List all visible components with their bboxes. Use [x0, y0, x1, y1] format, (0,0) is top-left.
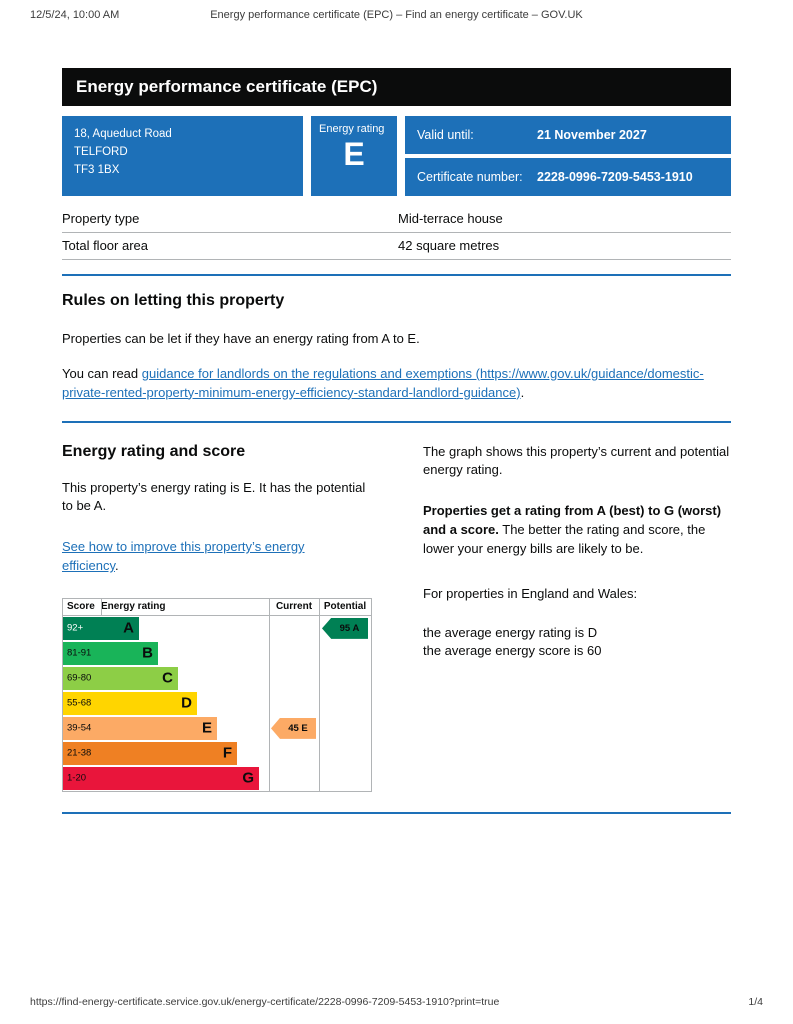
letting-heading: Rules on letting this property — [62, 292, 285, 309]
potential-rating-arrow: 95 A — [322, 617, 368, 639]
rating-explainer-rest: The better the rating and score, the low… — [423, 522, 706, 556]
epc-band-score: 69-80 — [67, 672, 92, 684]
print-footer-url: https://find-energy-certificate.service.… — [30, 996, 500, 1008]
epc-band-score: 21-38 — [67, 747, 92, 759]
epc-band-score: 92+ — [67, 622, 84, 634]
epc-band-bar-d: 55-68 D — [63, 691, 197, 715]
property-address: 18, Aqueduct Road TELFORD TF3 1BX — [62, 116, 303, 196]
epc-band-bar-f: 21-38 F — [63, 741, 237, 765]
current-rating-arrow: 45 E — [271, 717, 316, 739]
epc-band-letter: E — [201, 719, 212, 737]
chart-header-score: Score — [67, 601, 95, 613]
chart-gridline — [101, 598, 102, 616]
guidance-text-suffix: . — [520, 384, 525, 400]
averages-paragraph: the average energy rating is D the averag… — [423, 624, 731, 662]
chart-header-potential: Potential — [323, 601, 367, 613]
epc-banner: Energy performance certificate (EPC) — [62, 68, 731, 106]
potential-rating-value: 95 A — [339, 622, 360, 634]
chart-gridline — [269, 598, 270, 791]
section-divider — [62, 811, 731, 814]
epc-band-letter: B — [142, 644, 153, 662]
print-page-title: Energy performance certificate (EPC) – F… — [210, 9, 583, 21]
guidance-text-prefix: You can read — [62, 365, 142, 381]
address-line-1: 18, Aqueduct Road — [74, 128, 172, 140]
floor-area-label: Total floor area — [62, 238, 148, 253]
epc-band-letter: G — [242, 769, 254, 787]
epc-banner-title: Energy performance certificate (EPC) — [76, 77, 378, 96]
print-footer: https://find-energy-certificate.service.… — [30, 996, 763, 1008]
energy-rating-box: Energy rating E — [311, 116, 397, 196]
epc-chart: Score Energy rating Current Potential 92… — [62, 597, 372, 792]
certificate-page: Energy performance certificate (EPC) 18,… — [62, 68, 731, 814]
rating-left-column: Energy rating and score This property’s … — [62, 443, 402, 792]
energy-rating-label: Energy rating — [319, 123, 385, 135]
summary-panel: 18, Aqueduct Road TELFORD TF3 1BX Energy… — [62, 116, 731, 196]
address-line-3: TF3 1BX — [74, 163, 120, 176]
certificate-number-label: Certificate number: — [417, 170, 523, 184]
table-row: Total floor area 42 square metres — [62, 233, 731, 260]
rating-explainer-bold: Properties get a rating from A (best) to… — [423, 503, 722, 538]
epc-band-bar-g: 1-20 G — [63, 766, 259, 790]
property-details-table: Property type Mid-terrace house Total fl… — [62, 206, 731, 260]
rating-heading: Energy rating and score — [62, 442, 246, 460]
address-line-2: TELFORD — [74, 145, 128, 158]
chart-gridline — [319, 598, 320, 791]
chart-header-current: Current — [275, 601, 313, 613]
section-divider — [62, 274, 731, 276]
epc-band-row: 21-38 F — [63, 741, 371, 766]
epc-band-row: 69-80 C — [63, 666, 371, 691]
graph-description-paragraph: The graph shows this property’s current … — [423, 443, 730, 478]
epc-band-row: 92+ A — [63, 616, 371, 641]
rating-summary-paragraph: This property’s energy rating is E. It h… — [62, 479, 366, 514]
improve-efficiency-link[interactable]: See how to improve this property’s energ… — [62, 539, 305, 574]
floor-area-value: 42 square metres — [398, 238, 500, 253]
valid-until-box: Valid until: 21 November 2027 — [405, 116, 731, 154]
epc-band-score: 55-68 — [67, 697, 92, 709]
epc-band-score: 39-54 — [67, 722, 92, 734]
epc-band-letter: C — [162, 669, 173, 687]
section-divider — [62, 420, 731, 423]
rating-right-column: The graph shows this property’s current … — [423, 443, 731, 792]
epc-band-bar-c: 69-80 C — [63, 666, 178, 690]
epc-chart-header: Score Energy rating Current Potential — [63, 599, 371, 616]
epc-band-score: 81-91 — [67, 647, 92, 659]
epc-band-row: 81-91 B — [63, 641, 371, 666]
averages-intro-paragraph: For properties in England and Wales: — [423, 585, 638, 601]
rating-explainer-paragraph: Properties get a rating from A (best) to… — [423, 502, 731, 559]
epc-band-letter: D — [181, 694, 192, 712]
epc-band-score: 1-20 — [67, 772, 87, 784]
epc-band-bar-a: 92+ A — [63, 616, 139, 640]
property-type-value: Mid-terrace house — [398, 211, 503, 226]
epc-band-row: 1-20 G — [63, 766, 371, 791]
epc-band-letter: F — [222, 744, 232, 762]
epc-band-bar-b: 81-91 B — [63, 641, 158, 665]
landlord-guidance-link[interactable]: guidance for landlords on the regulation… — [62, 365, 704, 400]
average-rating-line: the average energy rating is D — [423, 624, 598, 640]
certificate-number-value: 2228-0996-7209-5453-1910 — [537, 170, 693, 184]
print-datetime: 12/5/24, 10:00 AM — [30, 9, 120, 21]
letting-guidance-paragraph: You can read guidance for landlords on t… — [62, 365, 731, 403]
print-page-number: 1/4 — [748, 996, 763, 1008]
letting-paragraph: Properties can be let if they have an en… — [62, 331, 420, 346]
table-row: Property type Mid-terrace house — [62, 206, 731, 233]
print-header: 12/5/24, 10:00 AM Energy performance cer… — [30, 9, 763, 21]
energy-rating-section: Energy rating and score This property’s … — [62, 443, 731, 792]
epc-band-row: 39-54 E — [63, 716, 371, 741]
chart-header-energy-rating: Energy rating — [101, 601, 166, 613]
current-rating-value: 45 E — [288, 722, 308, 734]
certificate-meta: Valid until: 21 November 2027 Certificat… — [405, 116, 731, 196]
epc-band-bar-e: 39-54 E — [63, 716, 217, 740]
energy-rating-value: E — [343, 136, 365, 172]
epc-bands: 92+ A 81-91 B 69-80 C 55-68 D 39-54 E 21-38 F 1-20 G — [63, 616, 371, 791]
certificate-number-box: Certificate number: 2228-0996-7209-5453-… — [405, 158, 731, 196]
average-score-line: the average energy score is 60 — [423, 643, 602, 659]
epc-band-row: 55-68 D — [63, 691, 371, 716]
improve-efficiency-suffix: . — [115, 558, 119, 574]
valid-until-value: 21 November 2027 — [537, 128, 647, 142]
epc-band-letter: A — [123, 619, 134, 637]
valid-until-label: Valid until: — [417, 128, 474, 142]
improve-efficiency-paragraph: See how to improve this property’s energ… — [62, 538, 362, 576]
property-type-label: Property type — [62, 211, 140, 226]
